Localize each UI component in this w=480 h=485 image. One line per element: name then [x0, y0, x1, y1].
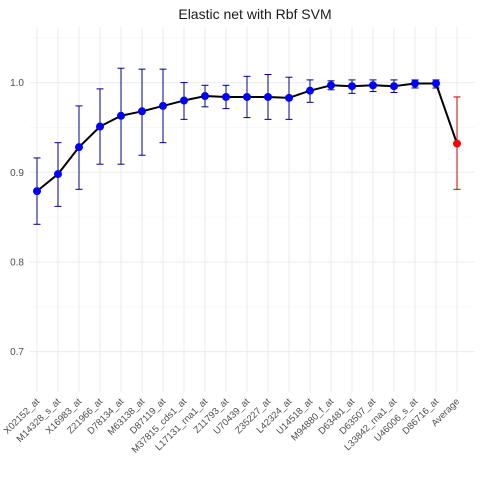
grid-layer	[30, 27, 475, 392]
data-point	[411, 79, 419, 88]
y-tick-label: 0.8	[10, 257, 24, 268]
average-point	[453, 139, 461, 148]
data-point	[390, 82, 398, 91]
y-tick-label: 1.0	[10, 78, 24, 89]
chart-title: Elastic net with Rbf SVM	[178, 6, 331, 22]
data-point	[369, 81, 377, 90]
point-layer	[33, 79, 461, 196]
y-tick-label: 0.9	[10, 168, 24, 179]
data-point	[180, 96, 188, 105]
data-point	[348, 82, 356, 91]
data-point	[306, 86, 314, 95]
y-tick-label: 0.7	[10, 347, 24, 358]
data-point	[159, 101, 167, 110]
data-point	[327, 81, 335, 90]
data-point	[54, 170, 62, 179]
data-point	[33, 187, 41, 196]
data-point	[117, 111, 125, 120]
data-point	[138, 107, 146, 116]
data-point	[432, 79, 440, 88]
data-point	[201, 92, 209, 101]
y-axis-ticks: 0.7 0.8 0.9 1.0	[10, 78, 24, 358]
data-point	[243, 92, 251, 101]
data-point	[285, 93, 293, 102]
data-point	[264, 92, 272, 101]
data-point	[96, 122, 104, 131]
data-point	[222, 92, 230, 101]
data-point	[75, 143, 83, 152]
